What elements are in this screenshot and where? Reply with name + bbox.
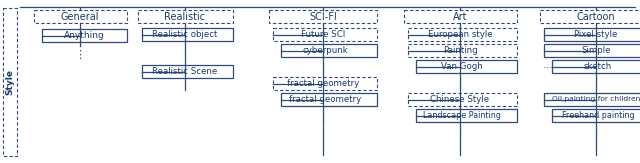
- Text: Van Gogh: Van Gogh: [441, 62, 483, 71]
- Bar: [552, 60, 640, 73]
- Bar: [138, 10, 232, 23]
- Text: Oil painting for children: Oil painting for children: [552, 96, 640, 103]
- Text: ⋮: ⋮: [179, 48, 191, 58]
- Text: Pixel style: Pixel style: [574, 30, 618, 39]
- Bar: [33, 10, 127, 23]
- Text: Simple: Simple: [581, 46, 611, 55]
- Bar: [408, 44, 516, 57]
- Text: ⋮: ⋮: [591, 78, 602, 88]
- Bar: [540, 10, 640, 23]
- Bar: [408, 28, 516, 41]
- Text: Landscape Painting: Landscape Painting: [423, 111, 501, 120]
- Text: Anything: Anything: [63, 31, 104, 40]
- Bar: [3, 8, 17, 156]
- Text: Realistic Scene: Realistic Scene: [152, 67, 218, 76]
- Text: Freehand painting: Freehand painting: [562, 111, 634, 120]
- Text: ⋮: ⋮: [454, 128, 465, 138]
- Text: ⋮: ⋮: [454, 78, 465, 88]
- Text: Art: Art: [452, 12, 467, 22]
- Bar: [273, 77, 377, 90]
- Bar: [281, 93, 377, 106]
- Text: cyberpunk: cyberpunk: [302, 46, 348, 55]
- Text: Chinese Style: Chinese Style: [431, 95, 490, 104]
- Bar: [544, 44, 640, 57]
- Text: SCI-FI: SCI-FI: [309, 12, 337, 22]
- Text: Style: Style: [6, 69, 15, 95]
- Text: European style: European style: [428, 30, 492, 39]
- Bar: [141, 28, 232, 41]
- Bar: [408, 93, 516, 106]
- Bar: [552, 109, 640, 122]
- Text: fractal geometry: fractal geometry: [287, 79, 359, 88]
- Bar: [544, 28, 640, 41]
- Text: ⋮: ⋮: [317, 63, 328, 73]
- Text: Realistic: Realistic: [164, 12, 205, 22]
- Text: ⋮: ⋮: [317, 113, 328, 123]
- Bar: [141, 65, 232, 78]
- Text: Painting: Painting: [443, 46, 477, 55]
- Text: ⋮: ⋮: [591, 128, 602, 138]
- Text: Cartoon: Cartoon: [577, 12, 615, 22]
- Bar: [403, 10, 516, 23]
- Text: fractal geometry: fractal geometry: [289, 95, 361, 104]
- Bar: [415, 60, 516, 73]
- Bar: [42, 29, 127, 42]
- Text: ...: ...: [543, 60, 554, 70]
- Text: ⋮: ⋮: [74, 50, 86, 60]
- Text: General: General: [61, 12, 99, 22]
- Text: Realistic object: Realistic object: [152, 30, 218, 39]
- Text: Future SCI: Future SCI: [301, 30, 345, 39]
- Bar: [415, 109, 516, 122]
- Bar: [544, 93, 640, 106]
- Text: sketch: sketch: [584, 62, 612, 71]
- Bar: [273, 28, 377, 41]
- Bar: [281, 44, 377, 57]
- Bar: [269, 10, 377, 23]
